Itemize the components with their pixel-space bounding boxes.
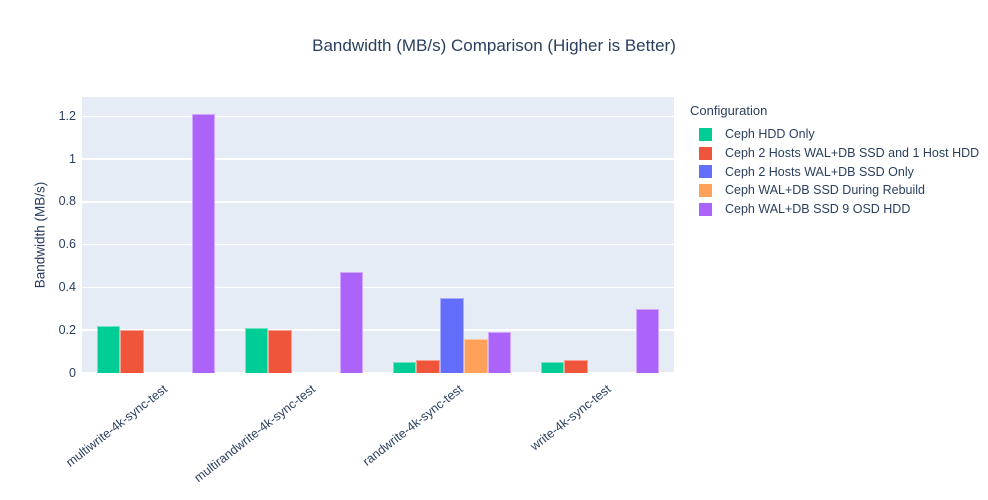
bar-ceph-wal-db-ssd-9-osd-hdd-multiwrite-4k-sync-test[interactable]: [191, 114, 216, 373]
chart-title: Bandwidth (MB/s) Comparison (Higher is B…: [312, 36, 676, 55]
bar-ceph-2-hosts-wal-db-ssd-and-1-host-hdd-multiwrite-4k-sync-test[interactable]: [120, 330, 145, 373]
legend-item-label: Ceph 2 Hosts WAL+DB SSD Only: [725, 164, 914, 179]
gridline: [82, 372, 674, 374]
bar-ceph-hdd-only-multirandwrite-4k-sync-test[interactable]: [244, 328, 269, 373]
legend-swatch: [699, 146, 712, 160]
bar-ceph-2-hosts-wal-db-ssd-only-randwrite-4k-sync-test[interactable]: [440, 298, 464, 373]
bar-ceph-2-hosts-wal-db-ssd-and-1-host-hdd-multirandwrite-4k-sync-test[interactable]: [268, 330, 293, 373]
x-tick-label: multirandwrite-4k-sync-test: [191, 382, 318, 485]
y-tick-label: 0.2: [58, 322, 76, 337]
y-tick-label: 0.4: [58, 279, 76, 294]
gridline: [82, 286, 674, 289]
gridline: [82, 329, 674, 331]
legend-item[interactable]: Ceph WAL+DB SSD 9 OSD HDD: [690, 200, 979, 219]
gridline: [82, 201, 674, 203]
legend-item[interactable]: Ceph 2 Hosts WAL+DB SSD and 1 Host HDD: [690, 144, 979, 163]
gridline: [82, 115, 674, 118]
bar-ceph-hdd-only-randwrite-4k-sync-test[interactable]: [392, 362, 417, 373]
legend-title: Configuration: [690, 103, 768, 118]
y-tick-label: 0.6: [58, 237, 76, 252]
legend-item-label: Ceph HDD Only: [725, 127, 815, 142]
x-tick-label: write-4k-sync-test: [527, 382, 614, 454]
legend-item[interactable]: Ceph WAL+DB SSD During Rebuild: [690, 181, 979, 200]
legend-item-label: Ceph WAL+DB SSD During Rebuild: [725, 183, 925, 198]
bar-ceph-wal-db-ssd-9-osd-hdd-randwrite-4k-sync-test[interactable]: [487, 332, 512, 373]
bar-ceph-wal-db-ssd-9-osd-hdd-write-4k-sync-test[interactable]: [635, 308, 660, 373]
y-tick-label: 0: [69, 365, 76, 380]
x-tick-label: randwrite-4k-sync-test: [360, 382, 466, 469]
legend-swatch: [699, 202, 712, 216]
legend-item[interactable]: Ceph 2 Hosts WAL+DB SSD Only: [690, 162, 979, 181]
legend-item-label: Ceph WAL+DB SSD 9 OSD HDD: [725, 202, 911, 217]
bar-ceph-hdd-only-write-4k-sync-test[interactable]: [540, 362, 565, 373]
legend-item-label: Ceph 2 Hosts WAL+DB SSD and 1 Host HDD: [725, 146, 980, 161]
y-tick-label: 1: [69, 151, 76, 166]
legend-item[interactable]: Ceph HDD Only: [690, 125, 979, 144]
x-tick-label: multiwrite-4k-sync-test: [63, 382, 170, 470]
bar-ceph-hdd-only-multiwrite-4k-sync-test[interactable]: [96, 325, 121, 373]
y-tick-label: 1.2: [58, 108, 76, 123]
legend: Configuration Ceph HDD Only Ceph 2 Hosts …: [690, 103, 979, 218]
bar-ceph-2-hosts-wal-db-ssd-and-1-host-hdd-randwrite-4k-sync-test[interactable]: [416, 360, 441, 373]
bar-ceph-2-hosts-wal-db-ssd-and-1-host-hdd-write-4k-sync-test[interactable]: [564, 360, 589, 373]
gridline: [82, 243, 674, 246]
legend-items: Ceph HDD Only Ceph 2 Hosts WAL+DB SSD and…: [690, 125, 979, 218]
legend-swatch: [699, 183, 712, 197]
y-tick-label: 0.8: [58, 194, 76, 209]
bar-ceph-wal-db-ssd-9-osd-hdd-multirandwrite-4k-sync-test[interactable]: [339, 272, 364, 373]
bar-ceph-wal-db-ssd-during-rebuild-randwrite-4k-sync-test[interactable]: [463, 338, 488, 373]
legend-swatch: [699, 127, 712, 141]
plot-area: [82, 97, 674, 374]
gridline: [82, 158, 674, 160]
legend-swatch: [699, 165, 712, 179]
